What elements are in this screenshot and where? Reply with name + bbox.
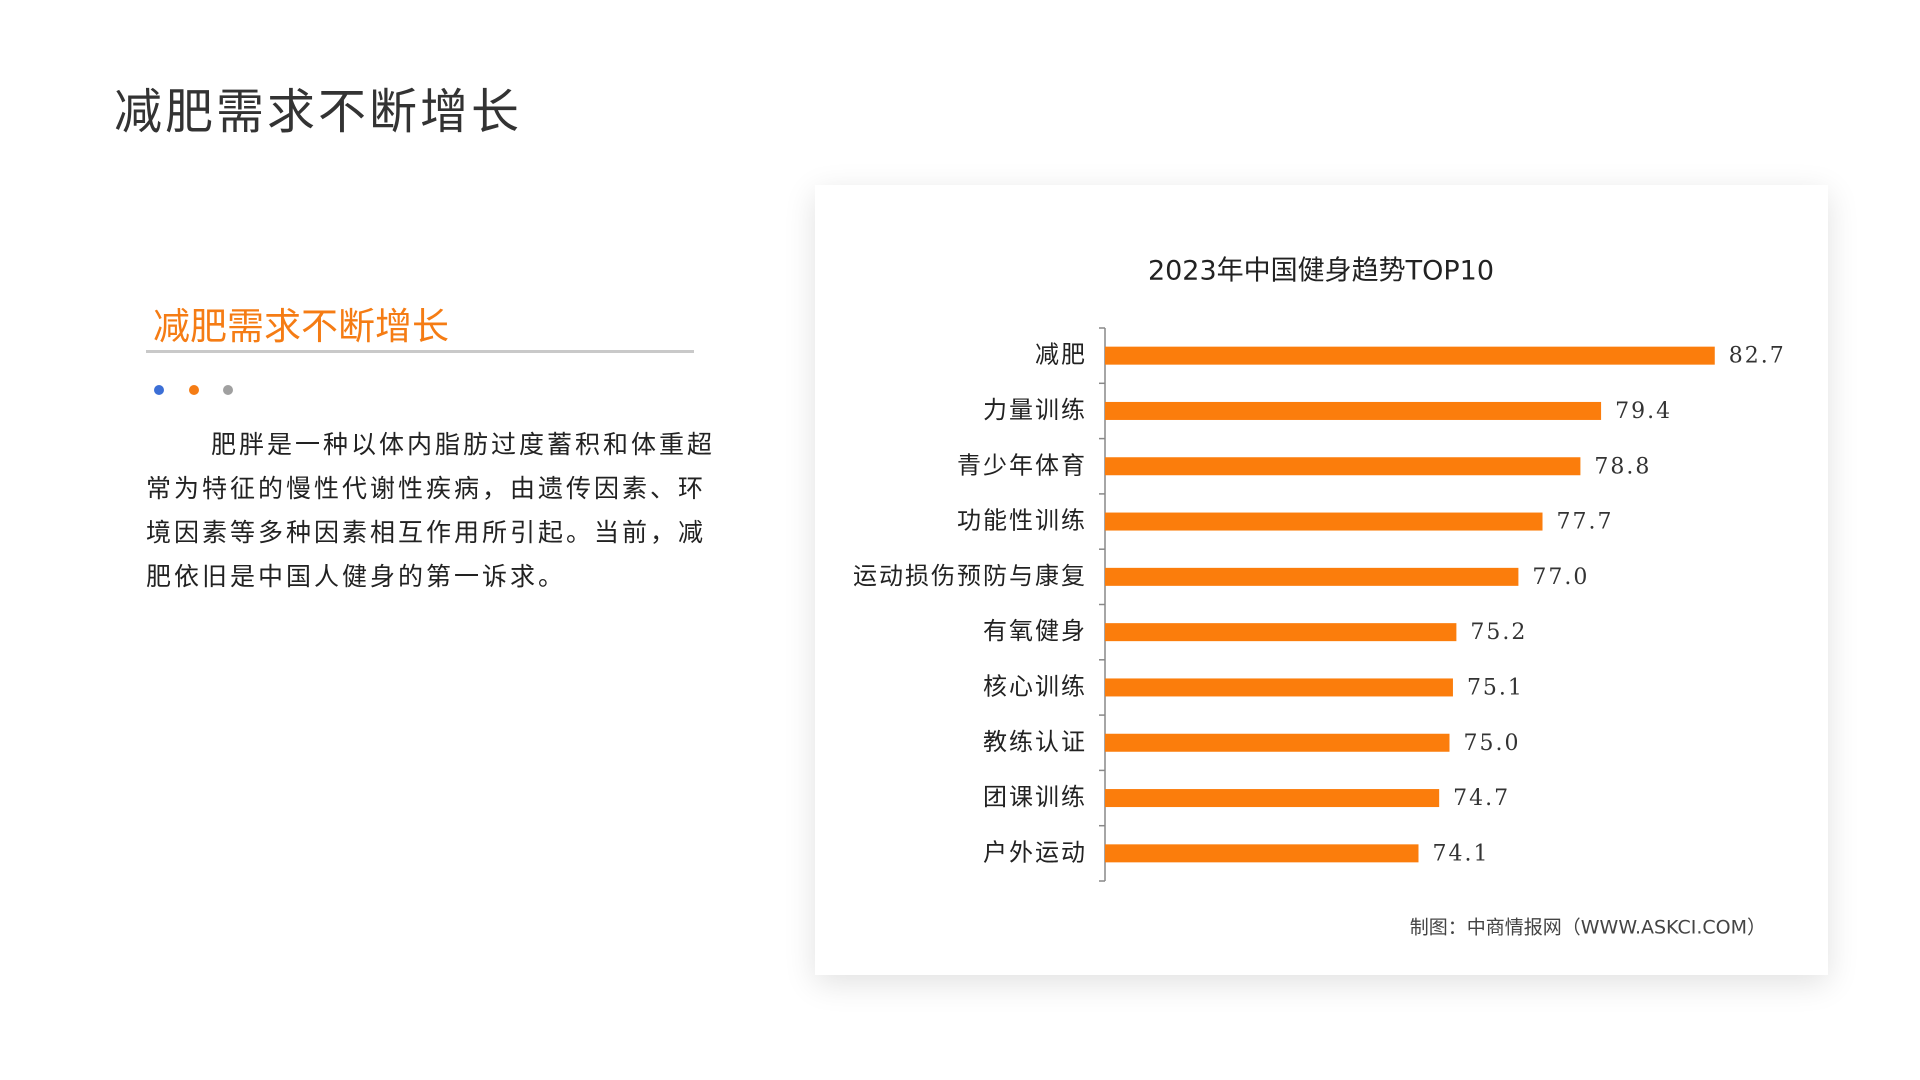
category-label: 力量训练 [983, 396, 1087, 424]
dot [189, 385, 199, 395]
bar [1105, 457, 1581, 476]
bar [1105, 789, 1440, 808]
value-label: 75.2 [1470, 620, 1527, 645]
bar [1105, 567, 1519, 586]
bar [1105, 346, 1715, 365]
category-label: 运动损伤预防与康复 [853, 562, 1087, 590]
section-title: 减肥需求不断增长 [153, 305, 449, 348]
category-label: 减肥 [1035, 341, 1087, 369]
value-label: 75.0 [1464, 731, 1521, 756]
slide-title: 减肥需求不断增长 [114, 84, 523, 140]
value-label: 79.4 [1615, 399, 1672, 424]
value-label: 74.1 [1432, 841, 1489, 866]
bar [1105, 733, 1450, 752]
category-label: 团课训练 [983, 783, 1087, 811]
bar [1105, 401, 1602, 420]
dot [154, 385, 164, 395]
divider [146, 350, 694, 353]
bar [1105, 623, 1457, 642]
value-label: 75.1 [1467, 675, 1524, 700]
category-label: 功能性训练 [957, 507, 1087, 535]
bar [1105, 512, 1543, 531]
value-label: 74.7 [1453, 786, 1510, 811]
body-text: 肥胖是一种以体内脂肪过度蓄积和体重超常为特征的慢性代谢性疾病，由遗传因素、环境因… [146, 430, 716, 591]
category-label: 教练认证 [983, 728, 1087, 756]
bar [1105, 678, 1453, 697]
value-label: 82.7 [1729, 344, 1786, 369]
value-label: 77.0 [1532, 565, 1589, 590]
source: 制图：中商情报网（WWW.ASKCI.COM） [1410, 917, 1766, 939]
dot [223, 385, 233, 395]
value-label: 77.7 [1557, 510, 1614, 535]
bar [1105, 844, 1419, 863]
category-label: 青少年体育 [957, 451, 1087, 479]
chart-title: 2023年中国健身趋势TOP10 [1148, 256, 1494, 287]
value-label: 78.8 [1594, 454, 1651, 479]
category-label: 有氧健身 [983, 617, 1087, 645]
category-label: 核心训练 [983, 672, 1087, 700]
category-label: 户外运动 [983, 838, 1087, 866]
